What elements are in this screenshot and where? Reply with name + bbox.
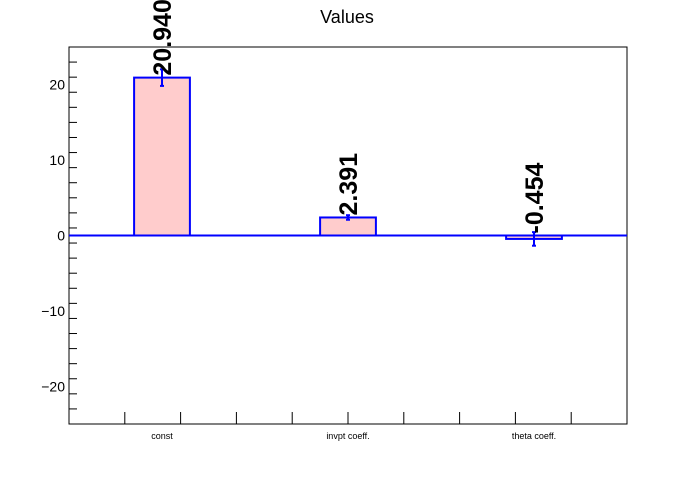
x-category-label: invpt coeff. xyxy=(326,431,369,441)
x-axis: const invpt coeff. theta coeff. xyxy=(124,412,572,441)
y-tick-label: −10 xyxy=(41,303,65,319)
value-label: -0.454 xyxy=(521,163,549,234)
chart-title: Values xyxy=(320,7,374,27)
y-tick-label: 10 xyxy=(49,152,65,168)
x-category-label: const xyxy=(151,431,173,441)
value-label: 2.391 xyxy=(335,153,363,216)
y-tick-label: 0 xyxy=(57,228,65,244)
value-labels: 20.940 2.391 -0.454 xyxy=(149,0,549,234)
bars xyxy=(133,68,563,247)
value-label: 20.940 xyxy=(149,0,177,76)
y-tick-label: −20 xyxy=(41,378,65,394)
x-category-label: theta coeff. xyxy=(512,431,556,441)
y-axis: −20 −10 0 10 20 xyxy=(41,46,77,425)
y-tick-label: 20 xyxy=(49,77,65,93)
bar xyxy=(133,76,191,237)
